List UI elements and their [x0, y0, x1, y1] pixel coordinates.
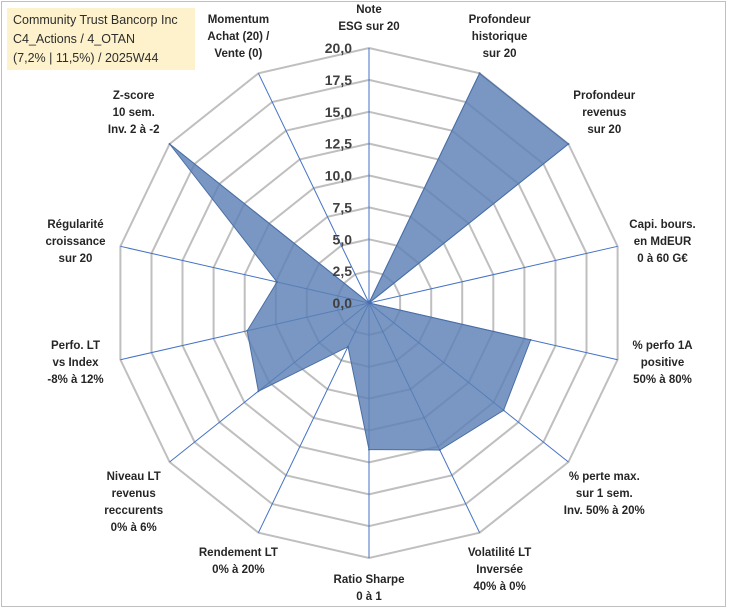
axis-spoke	[257, 73, 370, 304]
axis-label: Momentum Achat (20) / Vente (0)	[178, 12, 298, 63]
axis-label-line: % perfo 1A	[632, 340, 693, 353]
axis-label-line: vs Index	[52, 357, 99, 370]
data-point	[502, 409, 505, 412]
company-name: Community Trust Bancorp Inc	[13, 13, 178, 27]
series-area	[169, 72, 570, 451]
axis-label: Note ESG sur 20	[309, 2, 429, 36]
data-point	[567, 143, 570, 145]
category-line: C4_Actions / 4_OTAN	[13, 32, 136, 46]
title-box: Community Trust Bancorp Inc C4_Actions /…	[7, 8, 195, 70]
axis-label-line: Momentum	[207, 14, 270, 26]
data-point	[368, 448, 370, 451]
data-layer	[168, 72, 570, 451]
axis-label: Capi. bours. en MdEUR 0 à 60 G€	[603, 217, 723, 268]
axis-label: Ratio Sharpe 0 à 1	[309, 572, 429, 606]
axis-label: Niveau LT revenus reccurents 0% à 6%	[74, 469, 194, 537]
tick-label: 7,5	[333, 199, 353, 215]
tick-label: 10,0	[325, 168, 352, 184]
tick-label: 0,0	[333, 295, 353, 311]
axis-label-line: revenus	[111, 488, 156, 501]
axis-label-line: Perfo. LT	[51, 340, 100, 353]
axis-label-line: 0 à 60 G€	[637, 252, 688, 265]
axis-label-line: Rendement LT	[198, 547, 278, 559]
axis-label-line: 0 à 1	[356, 591, 382, 603]
data-point	[347, 345, 349, 348]
axis-label-line: Vente (0)	[214, 48, 263, 60]
axis-label-line: sur 20	[482, 48, 517, 60]
data-point	[478, 72, 481, 75]
axis-label-line: historique	[471, 31, 528, 43]
axis-label: Volatilité LT Inversée 40% à 0%	[440, 545, 560, 596]
axis-label: Profondeur revenus sur 20	[544, 88, 664, 139]
axis-label-line: Note	[356, 4, 382, 16]
axis-label-line: 0% à 6%	[110, 522, 157, 535]
axis-label-line: en MdEUR	[633, 235, 692, 248]
axis-label: Perfo. LT vs Index -8% à 12%	[16, 338, 136, 389]
axis-label-line: 0% à 20%	[212, 564, 265, 576]
data-point	[168, 143, 171, 145]
axis-label: Rendement LT 0% à 20%	[178, 545, 298, 579]
axis-label: Régularité croissance sur 20	[16, 217, 136, 268]
data-point	[438, 449, 441, 451]
axis-label-line: croissance	[45, 235, 106, 248]
axis-label-line: revenus	[582, 106, 627, 119]
tick-label: 15,0	[325, 104, 352, 120]
axis-label-line: 40% à 0%	[473, 581, 526, 593]
tick-label: 12,5	[325, 136, 352, 152]
axis-label-line: 50% à 80%	[633, 374, 692, 387]
tick-label: 5,0	[333, 231, 353, 247]
performance-line: (7,2% | 11,5%) / 2025W44	[13, 51, 159, 65]
axis-label-line: sur 1 sem.	[575, 488, 633, 501]
tick-label: 20,0	[325, 40, 352, 56]
data-point	[529, 338, 532, 341]
axis-label-line: ESG sur 20	[338, 21, 400, 33]
axis-label-line: Z-score	[112, 89, 155, 102]
axis-label-line: % perte max.	[568, 471, 640, 484]
axis-label-line: Capi. bours.	[629, 218, 696, 231]
axis-label-line: Profondeur	[468, 14, 531, 26]
axis-label: Profondeur historique sur 20	[440, 12, 560, 63]
tick-label: 17,5	[325, 72, 352, 88]
data-point	[276, 281, 278, 283]
axis-label-line: sur 20	[587, 123, 622, 136]
axis-label-line: Inversée	[476, 564, 523, 576]
axis-label-line: Régularité	[47, 218, 104, 231]
axis-label-line: Inv. 50% à 20%	[563, 505, 645, 518]
data-point	[246, 329, 249, 332]
tick-label: 2,5	[333, 263, 353, 279]
axis-label-line: positive	[640, 357, 685, 370]
axis-label-line: Niveau LT	[106, 471, 161, 484]
axis-label-line: Profondeur	[573, 89, 636, 102]
axis-spoke	[368, 245, 618, 304]
axis-label-line: Achat (20) /	[207, 31, 270, 43]
tick-layer: 0,0 2,5 5,0 7,5 10,0 12,5 15,0 17,5 20,0	[325, 40, 352, 311]
axis-label: % perfo 1A positive 50% à 80%	[603, 338, 723, 389]
data-point	[368, 302, 370, 304]
axis-label-line: Ratio Sharpe	[333, 574, 405, 586]
data-point	[257, 390, 260, 393]
axis-label: % perte max. sur 1 sem. Inv. 50% à 20%	[544, 469, 664, 520]
axis-label-line: Volatilité LT	[467, 547, 532, 559]
axis-label: Z-score 10 sem. Inv. 2 à -2	[74, 88, 194, 139]
axis-label-line: reccurents	[104, 505, 164, 518]
axis-label-line: -8% à 12%	[47, 374, 104, 387]
axis-label-line: Inv. 2 à -2	[107, 123, 160, 136]
axis-label-line: sur 20	[58, 252, 93, 265]
axis-label-line: 10 sem.	[112, 106, 155, 119]
